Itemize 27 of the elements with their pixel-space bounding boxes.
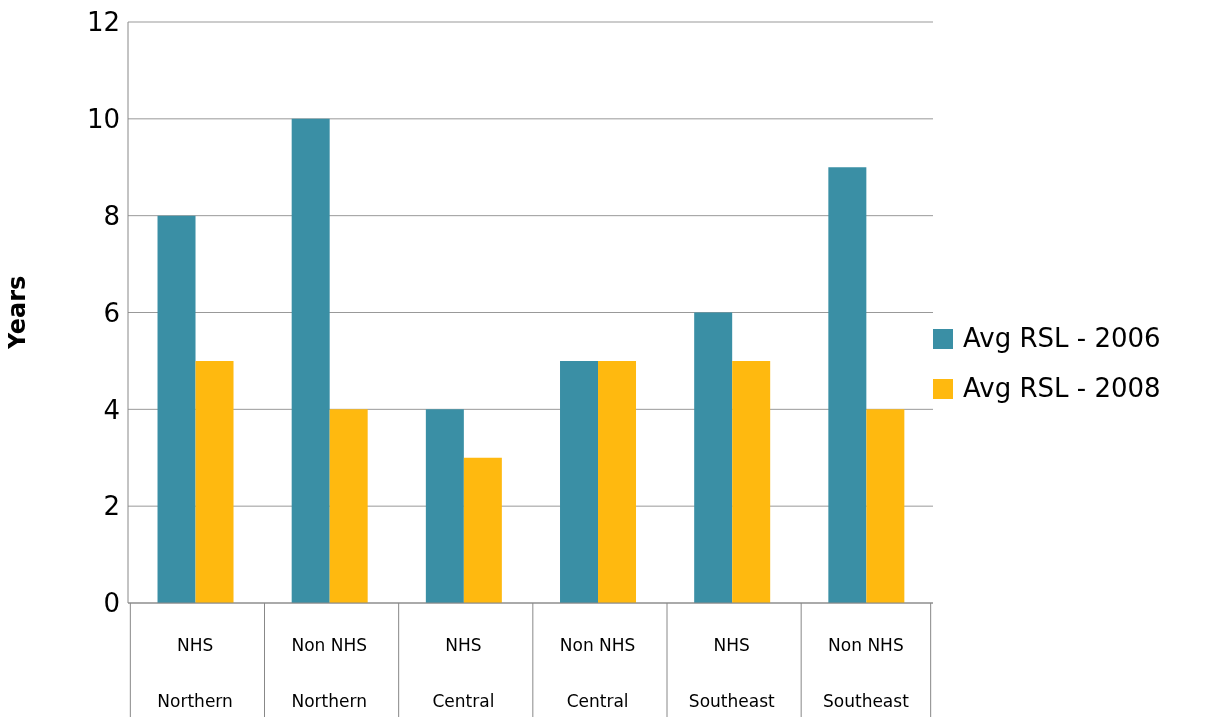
- bar: [329, 409, 368, 603]
- y-tick-label: 8: [103, 200, 120, 231]
- legend-label: Avg RSL - 2006: [963, 322, 1161, 353]
- bar: [732, 360, 771, 603]
- category-label: NHS Southeast: [688, 635, 775, 711]
- legend-label: Avg RSL - 2008: [963, 372, 1161, 403]
- y-tick-label: 10: [86, 104, 120, 135]
- y-tick-label: 0: [103, 588, 120, 619]
- y-tick-label: 12: [86, 7, 120, 38]
- category-label: Non NHS Southeast: [823, 635, 909, 711]
- bar: [291, 118, 330, 603]
- y-tick-label: 6: [103, 297, 120, 328]
- bar: [828, 167, 867, 603]
- category-label: Non NHS Central: [559, 635, 636, 711]
- bar: [195, 360, 234, 603]
- bar: [598, 360, 637, 603]
- bar: [463, 457, 502, 603]
- bar: [694, 312, 733, 603]
- y-tick-label: 2: [103, 491, 120, 522]
- category-label: Non NHS Northern: [291, 635, 368, 711]
- bar: [425, 409, 464, 603]
- bar: [560, 360, 599, 603]
- bar: [866, 409, 905, 603]
- y-tick-label: 4: [103, 394, 120, 425]
- bar: [157, 215, 196, 603]
- category-label: NHS Northern: [157, 635, 233, 711]
- category-label: NHS Central: [432, 635, 495, 711]
